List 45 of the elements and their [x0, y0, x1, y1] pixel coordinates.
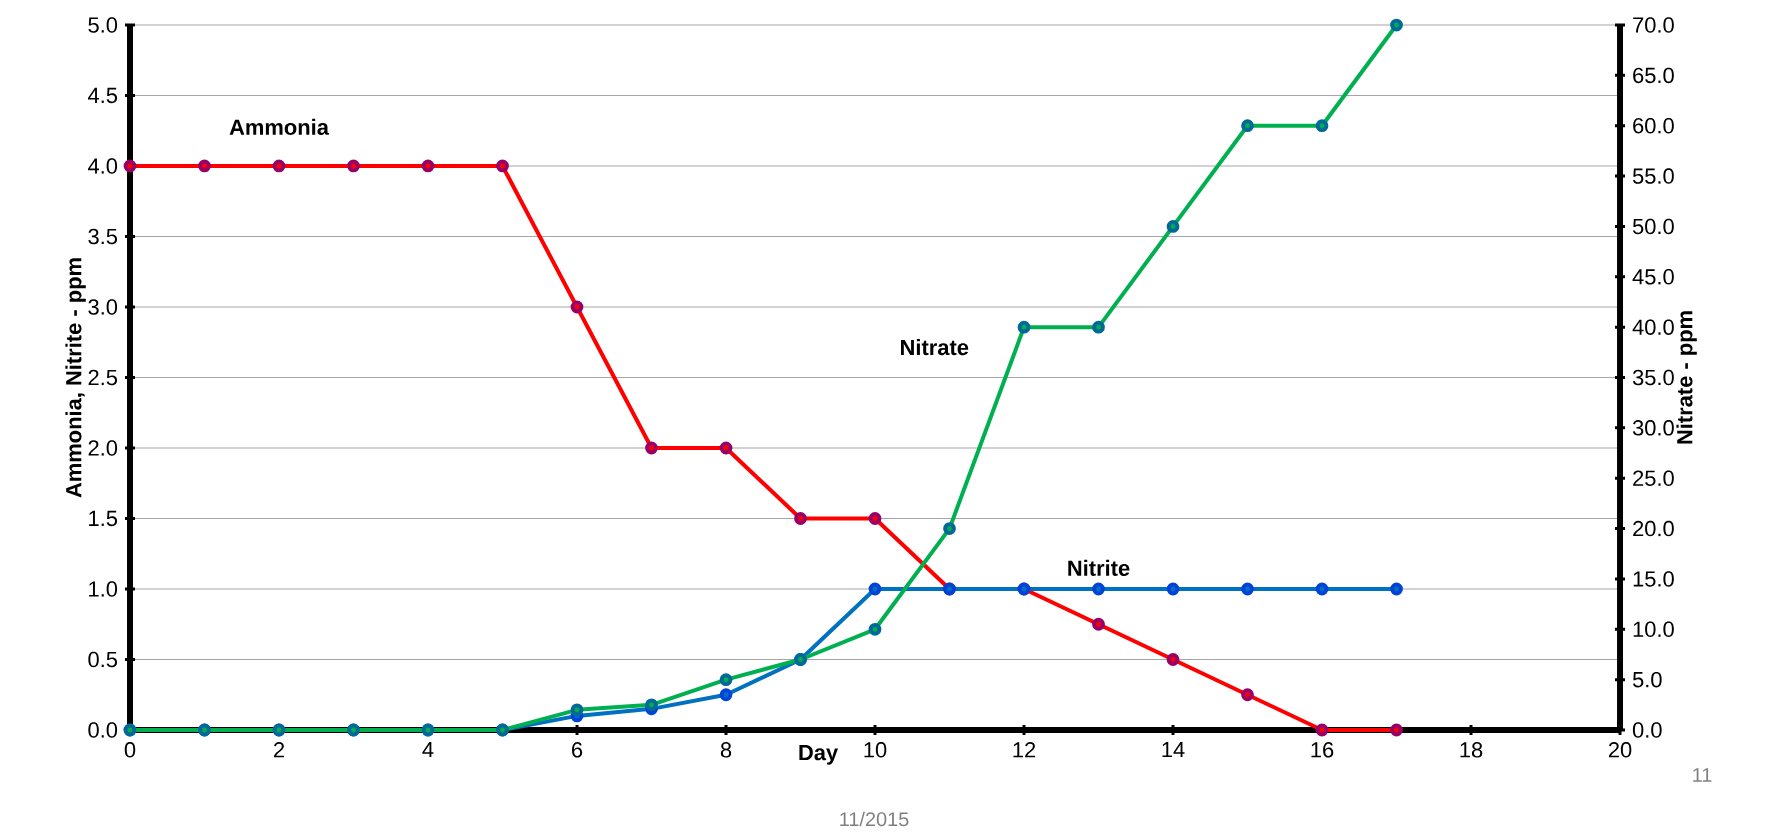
y-axis-title: Ammonia, Nitrite - ppm	[65, 258, 86, 498]
x-tick-label: 2	[274, 742, 284, 758]
y-tick-label: 3.5	[88, 228, 118, 245]
x-tick-label: 4	[422, 742, 434, 758]
y-tick-label: 0.0	[88, 722, 118, 738]
x-tick-label: 10	[864, 742, 887, 758]
y-tick-label: 1.0	[89, 581, 118, 597]
y-tick-label: 0.5	[88, 651, 118, 668]
text: 11	[1693, 768, 1712, 782]
x-tick-label: 14	[1162, 742, 1185, 758]
x-tick-label: 18	[1460, 742, 1483, 758]
y2-tick-label: 60.0	[1633, 117, 1674, 134]
x-tick-label: 12	[1013, 742, 1036, 758]
y-tick-label: 4.5	[87, 87, 118, 104]
y2-tick-label: 50.0	[1632, 218, 1674, 235]
y-tick-label: 1.5	[89, 510, 118, 527]
y2-axis-title: Nitrate - ppm	[1676, 311, 1697, 444]
y2-tick-label: 30.0	[1632, 420, 1674, 436]
y2-tick-label: 45.0	[1632, 269, 1674, 285]
y2-tick-label: 35.0	[1632, 369, 1674, 386]
x-tick-label: 0	[124, 742, 136, 758]
x-axis-title: Day	[799, 745, 839, 765]
y2-tick-label: 65.0	[1633, 67, 1674, 84]
y2-tick-label: 0.0	[1632, 722, 1662, 738]
y2-tick-label: 20.0	[1633, 520, 1674, 537]
y2-tick-label: 5.0	[1632, 671, 1662, 688]
series-label: Ammonia	[229, 118, 330, 135]
y-tick-label: 4.0	[87, 158, 118, 174]
series-label: Nitrite	[1068, 559, 1130, 576]
y-tick-label: 3.0	[88, 299, 118, 315]
y2-tick-label: 40.0	[1632, 319, 1674, 335]
y2-tick-label: 70.0	[1633, 17, 1674, 33]
x-tick-label: 16	[1311, 742, 1334, 758]
y2-tick-label: 15.0	[1633, 571, 1674, 587]
y2-tick-label: 10.0	[1633, 621, 1674, 638]
series-label: Nitrate	[901, 339, 969, 356]
text: 11/2015	[840, 811, 909, 827]
y2-tick-label: 55.0	[1632, 168, 1674, 184]
y-tick-label: 2.5	[88, 369, 118, 386]
y-tick-label: 5.0	[88, 17, 118, 33]
y2-tick-label: 25.0	[1633, 470, 1674, 486]
x-tick-label: 20	[1608, 742, 1632, 758]
y-tick-label: 2.0	[88, 440, 118, 456]
x-tick-label: 6	[572, 742, 583, 758]
x-tick-label: 8	[720, 742, 732, 758]
